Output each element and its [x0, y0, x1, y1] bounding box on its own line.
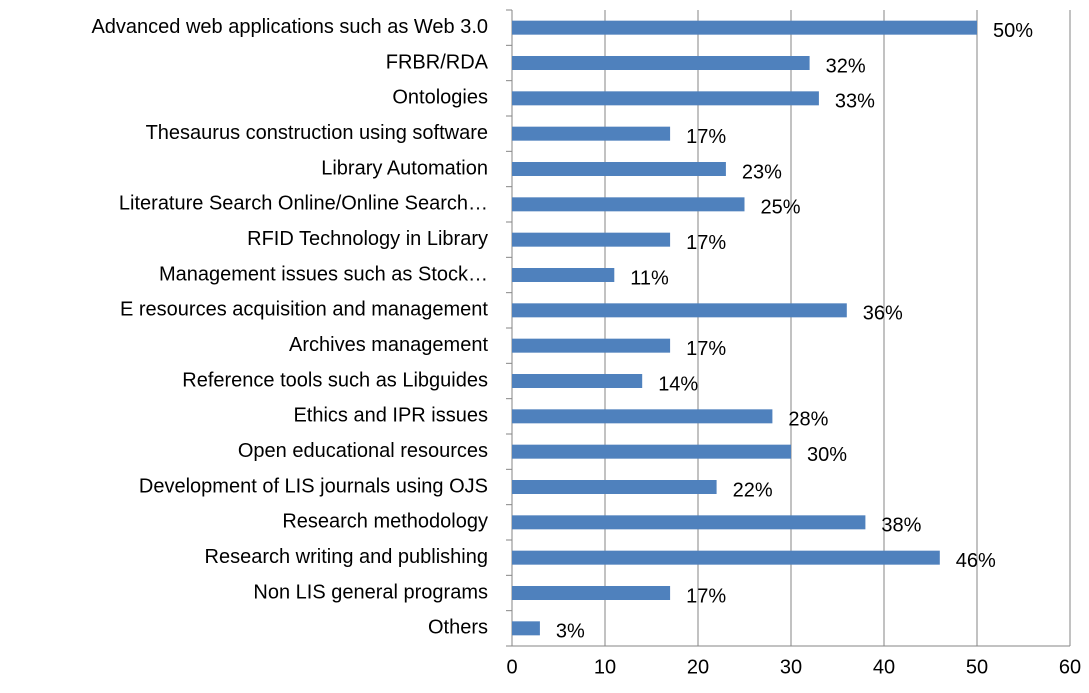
bar [512, 621, 540, 636]
bar [512, 268, 615, 282]
bar [512, 303, 847, 318]
bar [512, 20, 977, 35]
value-label: 32% [826, 55, 866, 77]
x-tick-label: 20 [687, 656, 709, 678]
bar [512, 162, 726, 176]
y-tick-label: Others [428, 617, 488, 639]
y-tick-label: Non LIS general programs [253, 581, 488, 603]
value-label: 25% [761, 197, 801, 219]
bar [512, 126, 671, 141]
y-tick-label: E resources acquisition and management [120, 299, 488, 321]
value-label: 17% [686, 338, 726, 360]
y-tick-label: Research writing and publishing [205, 546, 489, 568]
y-tick-label: Open educational resources [238, 440, 488, 462]
bar [512, 409, 773, 424]
y-tick-label: RFID Technology in Library [247, 228, 488, 250]
y-tick-label: Development of LIS journals using OJS [139, 475, 488, 497]
y-tick-label: Research methodology [282, 511, 488, 533]
bar [512, 515, 866, 530]
y-tick-label: Ontologies [392, 87, 488, 109]
x-tick-label: 40 [873, 656, 895, 678]
y-tick-label: Management issues such as Stock… [159, 263, 488, 285]
bar [512, 374, 643, 388]
y-tick-label: Reference tools such as Libguides [182, 369, 488, 391]
value-label: 30% [807, 444, 847, 466]
value-label: 50% [993, 20, 1033, 42]
x-tick-label: 0 [506, 656, 517, 678]
bar [512, 550, 940, 565]
bar [512, 338, 671, 353]
value-label: 36% [863, 303, 903, 325]
bar [512, 232, 671, 247]
value-label: 38% [881, 515, 921, 537]
bar [512, 586, 671, 600]
y-tick-label: Thesaurus construction using software [146, 122, 488, 144]
bar [512, 91, 819, 106]
y-tick-label: Archives management [289, 334, 488, 356]
value-label: 33% [835, 91, 875, 113]
x-tick-label: 60 [1059, 656, 1081, 678]
value-label: 3% [556, 621, 585, 643]
value-label: 23% [742, 161, 782, 183]
bar [512, 444, 791, 459]
x-tick-label: 50 [966, 656, 988, 678]
x-tick-label: 10 [594, 656, 616, 678]
bar [512, 197, 745, 212]
value-label: 46% [956, 550, 996, 572]
value-label: 11% [630, 267, 669, 289]
value-label: 14% [658, 373, 698, 395]
value-label: 17% [686, 126, 726, 148]
bar [512, 480, 717, 494]
value-label: 17% [686, 232, 726, 254]
y-tick-label: Ethics and IPR issues [293, 405, 488, 427]
y-tick-label: Literature Search Online/Online Search… [119, 193, 488, 215]
y-tick-label: Advanced web applications such as Web 3.… [91, 16, 488, 38]
y-tick-label: FRBR/RDA [386, 51, 489, 73]
bar [512, 56, 810, 70]
value-label: 28% [788, 409, 828, 431]
value-label: 17% [686, 585, 726, 607]
x-tick-label: 30 [780, 656, 802, 678]
y-tick-label: Library Automation [321, 157, 488, 179]
value-label: 22% [733, 479, 773, 501]
